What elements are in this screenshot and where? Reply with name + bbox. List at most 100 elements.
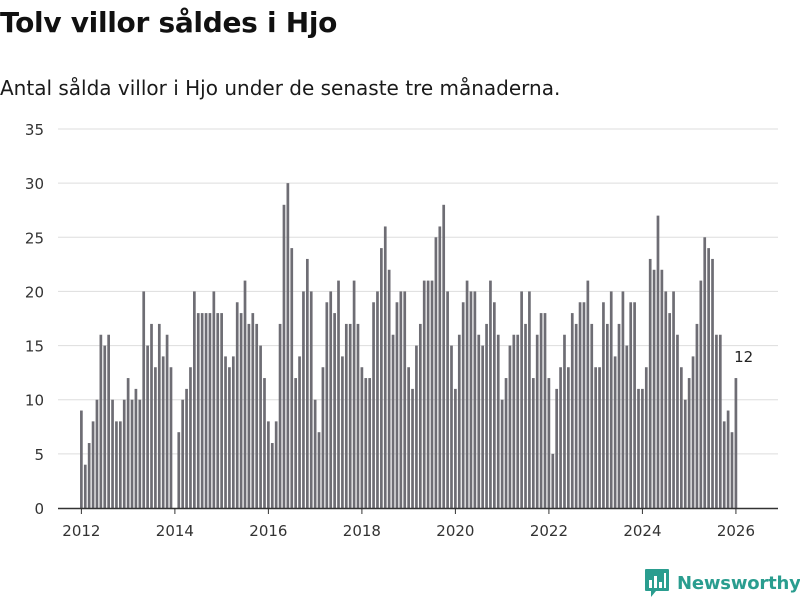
bar (457, 334, 461, 508)
bar (278, 323, 282, 508)
x-axis: 2012 2014 2016 2018 2020 2022 2024 2026 (58, 507, 778, 540)
y-tick-label: 20 (25, 283, 44, 301)
bar (473, 291, 477, 508)
bar (247, 323, 251, 508)
bar (539, 313, 543, 508)
bar (531, 378, 535, 508)
bar (157, 323, 161, 508)
y-tick-label: 5 (34, 446, 44, 464)
bar (154, 367, 157, 508)
bar (438, 226, 442, 508)
bar (559, 367, 562, 508)
bar (107, 334, 110, 508)
bar (220, 313, 223, 508)
bar (270, 443, 274, 508)
x-tick-label: 2014 (156, 522, 194, 540)
bar (208, 313, 212, 508)
bar (430, 280, 434, 508)
bars (80, 183, 738, 509)
bar (496, 334, 500, 508)
bar (543, 313, 547, 508)
bar (259, 345, 262, 508)
highlight-value-label: 12 (734, 348, 753, 366)
newsworthy-logo-icon (645, 569, 669, 597)
y-tick-label: 0 (34, 500, 44, 518)
bar (563, 334, 566, 508)
bar (602, 302, 605, 508)
newsworthy-logo[interactable]: Newsworthy (644, 568, 800, 598)
bar (99, 334, 103, 508)
bar (555, 388, 559, 508)
bar (224, 356, 227, 508)
bar (325, 302, 329, 508)
x-tick-label: 2024 (623, 522, 661, 540)
bar (605, 323, 609, 508)
bar (235, 302, 239, 508)
bar (567, 367, 570, 508)
bar (161, 356, 165, 508)
bar (376, 291, 379, 508)
bar (582, 302, 586, 508)
bar (625, 345, 629, 508)
bar (450, 345, 453, 508)
y-tick-label: 10 (25, 392, 44, 410)
bar (305, 258, 309, 508)
bar (594, 367, 597, 508)
bar (130, 399, 134, 508)
bar (641, 388, 644, 508)
bar (493, 302, 496, 508)
bar (629, 302, 633, 508)
bar (434, 237, 438, 509)
bar (426, 280, 430, 508)
bar (664, 291, 668, 508)
bar (138, 399, 142, 508)
bar (391, 334, 395, 508)
bar (372, 302, 375, 508)
bar (586, 280, 590, 508)
bar (512, 334, 516, 508)
bar (399, 291, 403, 508)
x-tick-label: 2012 (62, 522, 100, 540)
bar (313, 399, 317, 508)
bar (255, 323, 259, 508)
bar (111, 399, 114, 508)
bar (267, 421, 270, 508)
x-tick-label: 2018 (343, 522, 381, 540)
x-tick-label: 2020 (436, 522, 474, 540)
bar (707, 248, 710, 509)
bar (344, 323, 348, 508)
bar (383, 226, 387, 508)
x-tick-label: 2016 (249, 522, 287, 540)
bar-chart: 2012 2014 2016 2018 2020 2022 2024 2026 0510152… (25, 121, 778, 540)
bar (644, 367, 648, 508)
bar (477, 334, 481, 508)
bar (165, 334, 169, 508)
bar (181, 399, 185, 508)
bar (169, 367, 173, 508)
chart-title: Tolv villor såldes i Hjo (0, 6, 338, 39)
bar (196, 313, 200, 508)
bar (177, 432, 181, 508)
bar (551, 453, 555, 508)
bar (656, 215, 660, 508)
bar (189, 367, 192, 508)
bar (574, 323, 578, 508)
bar (193, 291, 196, 508)
y-tick-label: 25 (25, 229, 44, 247)
bar (298, 356, 301, 508)
bar (508, 345, 512, 508)
bar (695, 323, 699, 508)
bar (465, 280, 469, 508)
bar (360, 367, 364, 508)
bar (356, 323, 360, 508)
bar (115, 421, 118, 508)
bar (274, 421, 278, 508)
bar (83, 464, 87, 508)
bar (672, 291, 675, 508)
bar (524, 323, 527, 508)
brand-name: Newsworthy (677, 572, 800, 594)
bar (290, 248, 294, 509)
bar (578, 302, 582, 508)
bar (715, 334, 718, 508)
y-tick-label: 35 (25, 121, 44, 139)
